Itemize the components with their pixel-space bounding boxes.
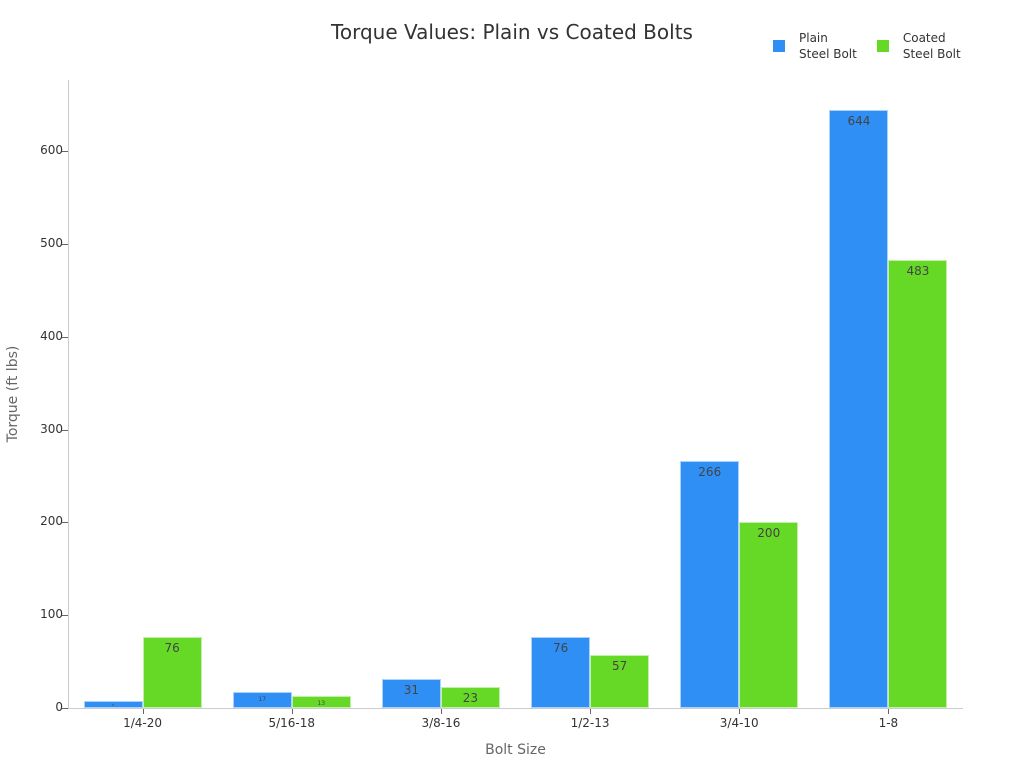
bar-coated[interactable]: 483 (888, 259, 948, 708)
bar-coated[interactable]: 13 (291, 695, 351, 708)
bar-value-label: 76 (164, 641, 180, 656)
y-tick-mark (62, 429, 68, 431)
bar-coated[interactable]: 76 (142, 637, 202, 708)
legend-label-plain: Plain Steel Bolt (799, 31, 857, 61)
bar-plain[interactable]: 644 (829, 110, 889, 708)
x-tick-mark (888, 708, 890, 714)
x-tick-label: 1-8 (878, 716, 899, 730)
bar-value-label: 17 (258, 696, 267, 704)
bar-value-label: 200 (757, 526, 781, 541)
bar-value-label: 23 (462, 690, 479, 705)
y-axis (68, 80, 69, 709)
bar-plain[interactable]: 31 (381, 679, 441, 708)
legend-swatch-coated (876, 40, 889, 52)
bar-value-label: 76 (552, 641, 569, 656)
bar-plain[interactable]: 8 (83, 700, 143, 708)
y-axis-label: Torque (ft lbs) (5, 345, 21, 443)
bar-value-label: 57 (611, 659, 628, 674)
legend-swatch-plain (773, 40, 785, 52)
x-tick-label: 3/8-16 (421, 716, 461, 730)
x-tick-label: 5/16-18 (268, 716, 316, 730)
x-tick-label: 3/4-10 (719, 716, 759, 730)
bar-value-label: 13 (317, 699, 326, 707)
chart-title: Torque Values: Plain vs Coated Bolts (331, 20, 693, 44)
bar-coated[interactable]: 200 (739, 522, 799, 708)
x-axis-label: Bolt Size (485, 742, 546, 758)
y-tick-label: 600 (40, 143, 63, 157)
x-tick-mark (739, 708, 741, 714)
y-tick-label: 100 (40, 607, 63, 622)
bar-value-label: 644 (847, 114, 871, 129)
x-tick-mark (440, 708, 442, 714)
y-tick-mark (62, 708, 68, 709)
y-tick-label: 0 (55, 700, 63, 714)
bar-coated[interactable]: 23 (440, 686, 500, 708)
x-tick-mark (590, 708, 592, 714)
y-tick-label: 400 (40, 328, 63, 343)
bar-plain[interactable]: 266 (680, 461, 740, 708)
bar-value-label: 483 (906, 263, 930, 278)
y-tick-label: 200 (40, 514, 63, 529)
y-tick-mark (62, 615, 68, 617)
bar-value-label: 8 (112, 702, 115, 707)
x-tick-mark (142, 708, 144, 714)
legend-item-plain: Plain Steel Bolt (773, 30, 857, 62)
bar-plain[interactable]: 76 (531, 637, 591, 708)
bar-value-label: 31 (403, 683, 420, 698)
legend: Plain Steel Bolt Coated Steel Bolt (773, 30, 961, 62)
x-tick-mark (291, 708, 293, 714)
bar-value-label: 266 (698, 465, 722, 480)
y-tick-label: 300 (40, 421, 63, 436)
x-tick-label: 1/2-13 (570, 716, 610, 730)
bar-plain[interactable]: 17 (232, 692, 292, 708)
x-axis (68, 708, 963, 709)
bar-coated[interactable]: 57 (590, 655, 650, 708)
legend-label-coated: Coated Steel Bolt (902, 31, 961, 61)
y-tick-mark (62, 336, 68, 338)
y-tick-label: 500 (40, 235, 63, 250)
y-tick-mark (62, 522, 68, 524)
y-tick-mark (62, 243, 68, 245)
legend-item-coated: Coated Steel Bolt (876, 30, 961, 62)
y-tick-mark (62, 151, 68, 152)
x-tick-label: 1/4-20 (123, 716, 163, 730)
